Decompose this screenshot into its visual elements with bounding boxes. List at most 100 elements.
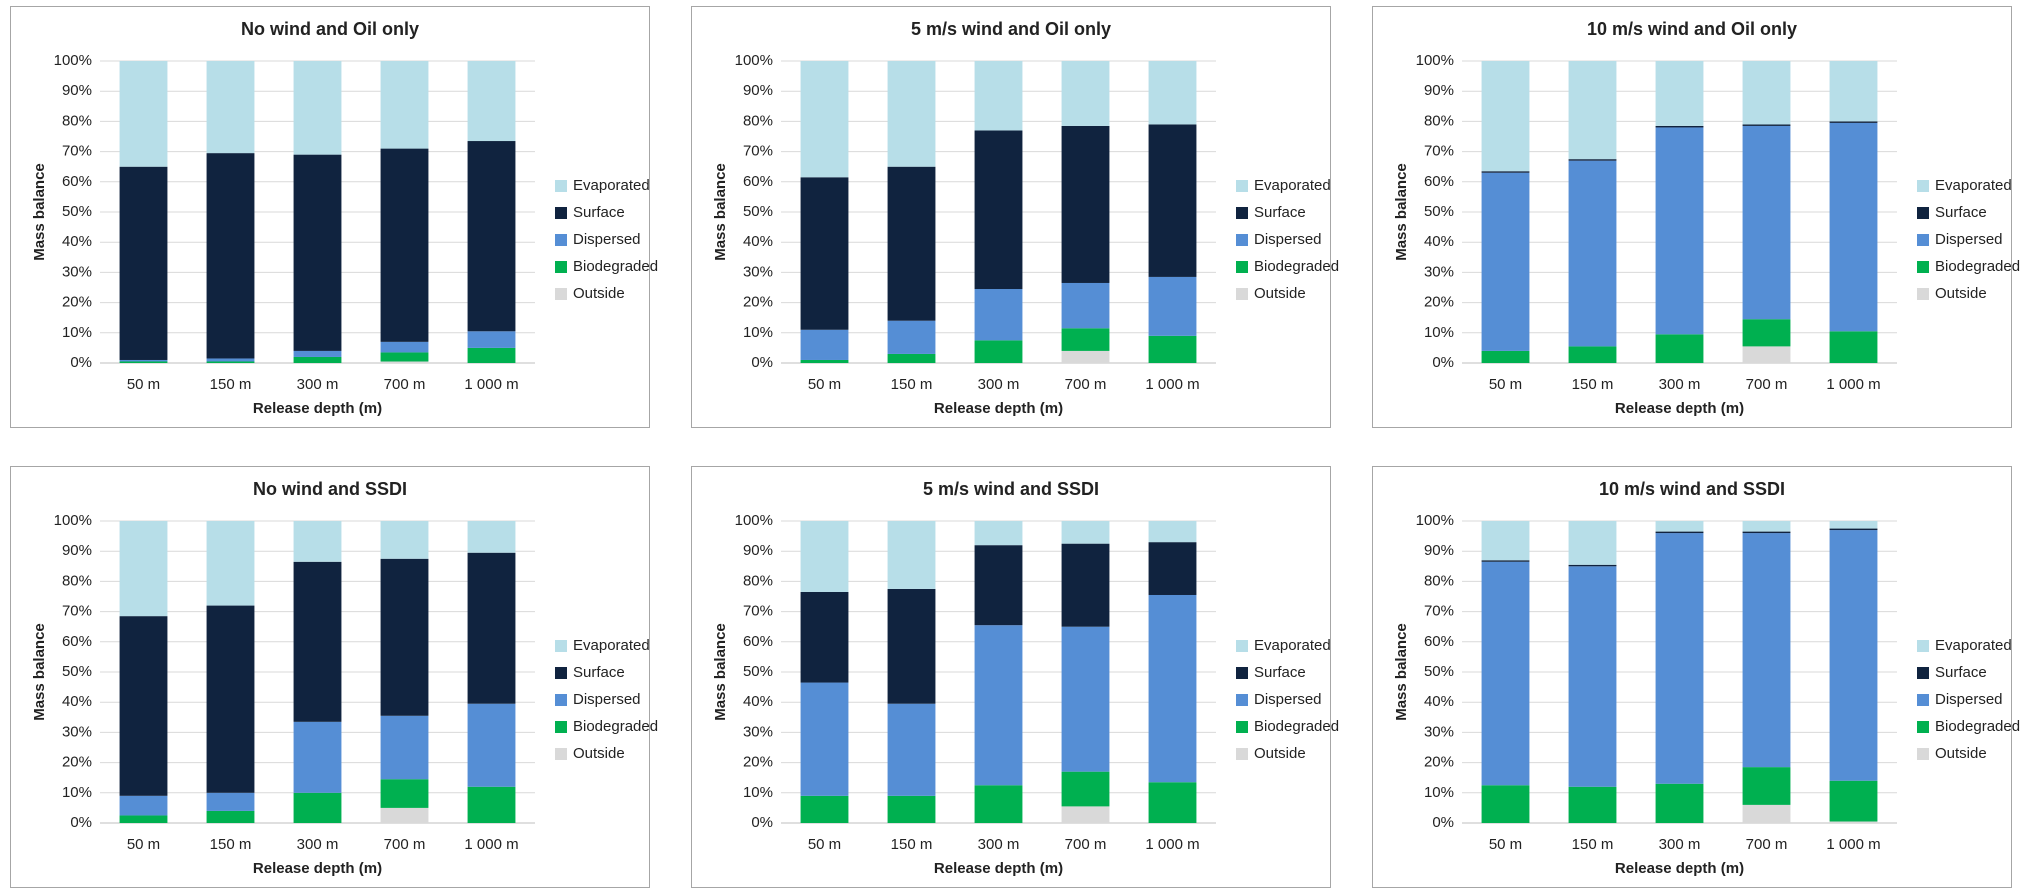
x-tick-label: 700 m (384, 376, 426, 393)
bar-segment (1061, 61, 1110, 126)
bar-segment (1481, 171, 1530, 173)
y-tick-label: 50% (62, 663, 92, 680)
bar-segment (1742, 521, 1791, 532)
y-tick-label: 20% (1424, 754, 1454, 771)
y-tick-label: 100% (735, 512, 773, 529)
bar-segment (1148, 542, 1197, 595)
y-tick-label: 80% (62, 112, 92, 129)
legend-swatch (1236, 207, 1248, 219)
bar-segment (380, 148, 429, 342)
bar-segment (1061, 350, 1110, 363)
y-tick-label: 0% (70, 354, 92, 371)
y-tick-label: 60% (743, 633, 773, 650)
y-tick-label: 70% (1424, 143, 1454, 160)
y-tick-label: 80% (62, 572, 92, 589)
y-tick-label: 20% (1424, 294, 1454, 311)
legend-swatch (555, 640, 567, 652)
x-tick-label: 150 m (891, 376, 933, 393)
chart-title: No wind and Oil only (241, 19, 419, 39)
bar-segment (293, 521, 342, 562)
y-tick-label: 90% (62, 82, 92, 99)
legend-label: Dispersed (1935, 231, 2003, 248)
x-tick-label: 700 m (1065, 376, 1107, 393)
bar-segment (1148, 61, 1197, 125)
bar-segment (119, 616, 168, 796)
legend-swatch (1917, 180, 1929, 192)
bar-segment (800, 359, 849, 363)
x-axis-title: Release depth (m) (934, 860, 1063, 877)
legend-swatch (1236, 640, 1248, 652)
bar-segment (800, 521, 849, 592)
bar-segment (293, 561, 342, 722)
y-tick-label: 100% (54, 52, 92, 69)
y-tick-label: 90% (743, 542, 773, 559)
legend-label: Dispersed (573, 231, 641, 248)
x-tick-label: 1 000 m (1145, 836, 1199, 853)
bar-segment (1061, 125, 1110, 283)
x-tick-label: 50 m (808, 836, 841, 853)
bar-segment (206, 61, 255, 154)
y-tick-label: 70% (62, 143, 92, 160)
bar-segment (1829, 528, 1878, 531)
legend-label: Evaporated (573, 177, 650, 194)
x-tick-label: 50 m (1489, 376, 1522, 393)
y-tick-label: 10% (62, 324, 92, 341)
y-axis-title: Mass balance (1393, 163, 1410, 261)
y-tick-label: 100% (1416, 52, 1454, 69)
y-tick-label: 20% (62, 754, 92, 771)
bar-segment (1655, 334, 1704, 363)
bar-segment (887, 320, 936, 354)
y-tick-label: 40% (743, 233, 773, 250)
bar-segment (206, 358, 255, 362)
legend-label: Outside (1254, 745, 1306, 762)
bar-segment (887, 588, 936, 704)
y-tick-label: 30% (62, 723, 92, 740)
legend-label: Biodegraded (1254, 258, 1339, 275)
legend-swatch (1917, 748, 1929, 760)
bar-segment (1829, 530, 1878, 781)
legend-label: Evaporated (1935, 637, 2012, 654)
x-tick-label: 1 000 m (1145, 376, 1199, 393)
x-tick-label: 50 m (808, 376, 841, 393)
bar-segment (119, 359, 168, 362)
legend-swatch (1236, 180, 1248, 192)
bar-segment (1148, 782, 1197, 823)
bar-segment (1481, 785, 1530, 823)
legend-label: Biodegraded (1254, 718, 1339, 735)
y-tick-label: 0% (70, 814, 92, 831)
y-tick-label: 90% (1424, 82, 1454, 99)
bar-segment (119, 795, 168, 816)
y-tick-label: 10% (1424, 784, 1454, 801)
legend-swatch (555, 207, 567, 219)
bar-segment (206, 521, 255, 606)
y-axis-title: Mass balance (1393, 623, 1410, 721)
bar-segment (1742, 319, 1791, 347)
y-tick-label: 70% (62, 603, 92, 620)
x-tick-label: 150 m (210, 376, 252, 393)
legend-label: Evaporated (1254, 637, 1331, 654)
bar-segment (1742, 531, 1791, 534)
x-tick-label: 300 m (1659, 376, 1701, 393)
y-axis-title: Mass balance (712, 623, 729, 721)
bar-segment (1148, 276, 1197, 336)
bar-segment (293, 61, 342, 155)
bar-segment (1742, 804, 1791, 823)
bar-segment (1829, 61, 1878, 122)
bar-segment (1742, 533, 1791, 768)
bar-segment (119, 166, 168, 360)
y-tick-label: 10% (1424, 324, 1454, 341)
x-axis-title: Release depth (m) (1615, 860, 1744, 877)
legend-swatch (1236, 288, 1248, 300)
bar-segment (1061, 328, 1110, 351)
y-tick-label: 10% (62, 784, 92, 801)
legend-label: Outside (1254, 285, 1306, 302)
legend-label: Surface (573, 204, 625, 221)
legend-swatch (555, 180, 567, 192)
legend-swatch (1917, 234, 1929, 246)
legend-label: Dispersed (573, 691, 641, 708)
bar-segment (1655, 125, 1704, 128)
bar-segment (467, 347, 516, 363)
y-tick-label: 70% (743, 603, 773, 620)
y-tick-label: 60% (743, 173, 773, 190)
bar-segment (380, 341, 429, 353)
